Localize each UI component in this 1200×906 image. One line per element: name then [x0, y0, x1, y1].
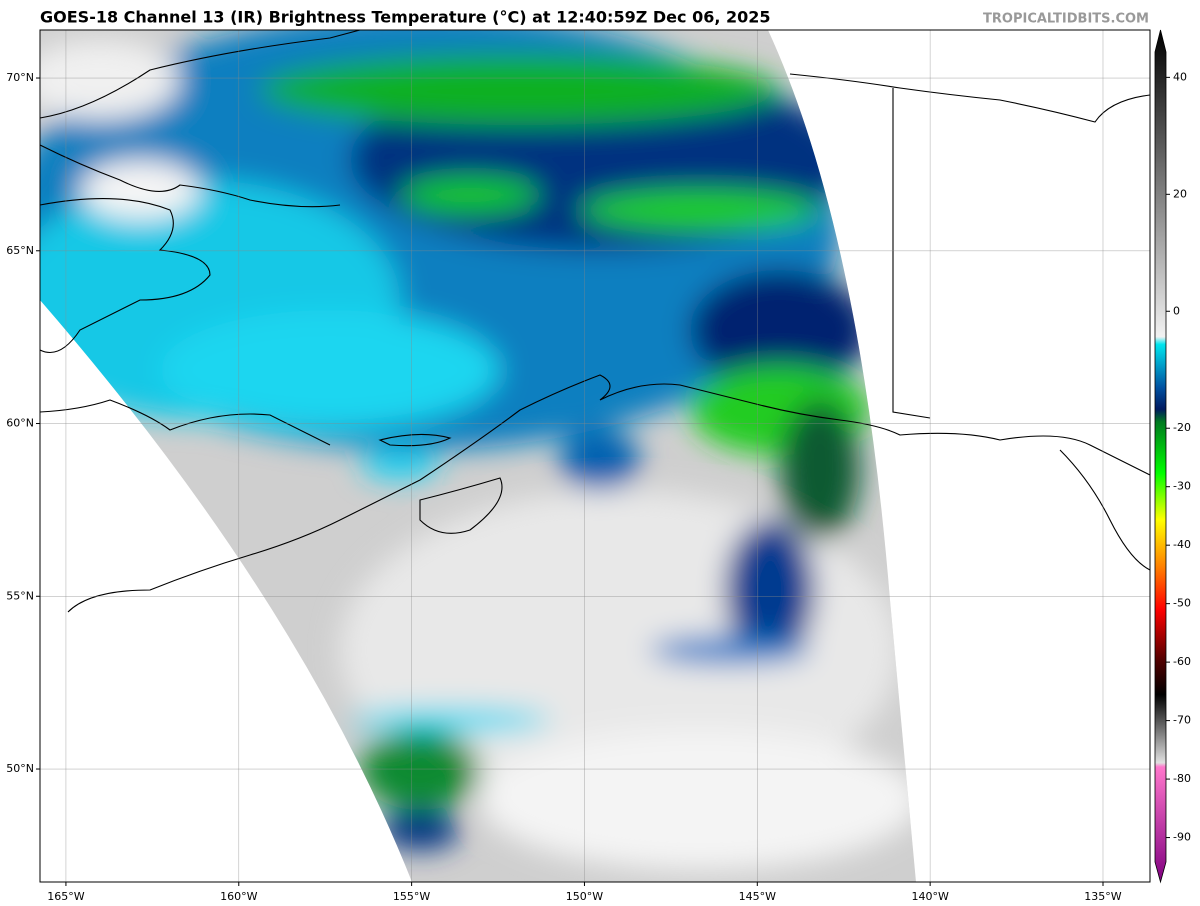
- colorbar-tick-label: -80: [1173, 772, 1191, 785]
- credit: TROPICALTIDBITS.COM: [983, 12, 1149, 27]
- colorbar-tick-label: -60: [1173, 655, 1191, 668]
- colorbar-tick-label: 0: [1173, 304, 1180, 317]
- title: GOES-18 Channel 13 (IR) Brightness Tempe…: [40, 8, 771, 27]
- colorbar-tick-label: -70: [1173, 714, 1191, 727]
- y-tick-label: 65°N: [6, 244, 34, 257]
- grid: [40, 30, 1150, 882]
- x-tick-label: 140°W: [911, 890, 948, 903]
- colorbar-tick-label: -50: [1173, 597, 1191, 610]
- y-tick-label: 50°N: [6, 762, 34, 775]
- colorbar-tick-label: -30: [1173, 480, 1191, 493]
- coastlines: [40, 30, 1150, 613]
- y-tick-label: 55°N: [6, 589, 34, 602]
- colorbar-tick-label: -90: [1173, 831, 1191, 844]
- x-tick-label: 145°W: [739, 890, 776, 903]
- x-tick-label: 155°W: [393, 890, 430, 903]
- y-tick-label: 60°N: [6, 417, 34, 430]
- colorbar-tick-label: 40: [1173, 70, 1187, 83]
- colorbar: 40 20 0 -20 -30 -40 -50 -60 -70 -80 -90: [1154, 29, 1191, 884]
- x-tick-label: 160°W: [220, 890, 257, 903]
- colorbar-tick-label: -40: [1173, 538, 1191, 551]
- colorbar-tick-label: 20: [1173, 187, 1187, 200]
- map: [40, 30, 1150, 882]
- x-tick-label: 165°W: [47, 890, 84, 903]
- x-tick-label: 135°W: [1084, 890, 1121, 903]
- y-tick-label: 70°N: [6, 71, 34, 84]
- colorbar-scale: [1154, 29, 1167, 884]
- colorbar-tick-label: -20: [1173, 421, 1191, 434]
- map-frame: [39, 29, 1151, 883]
- x-tick-label: 150°W: [566, 890, 603, 903]
